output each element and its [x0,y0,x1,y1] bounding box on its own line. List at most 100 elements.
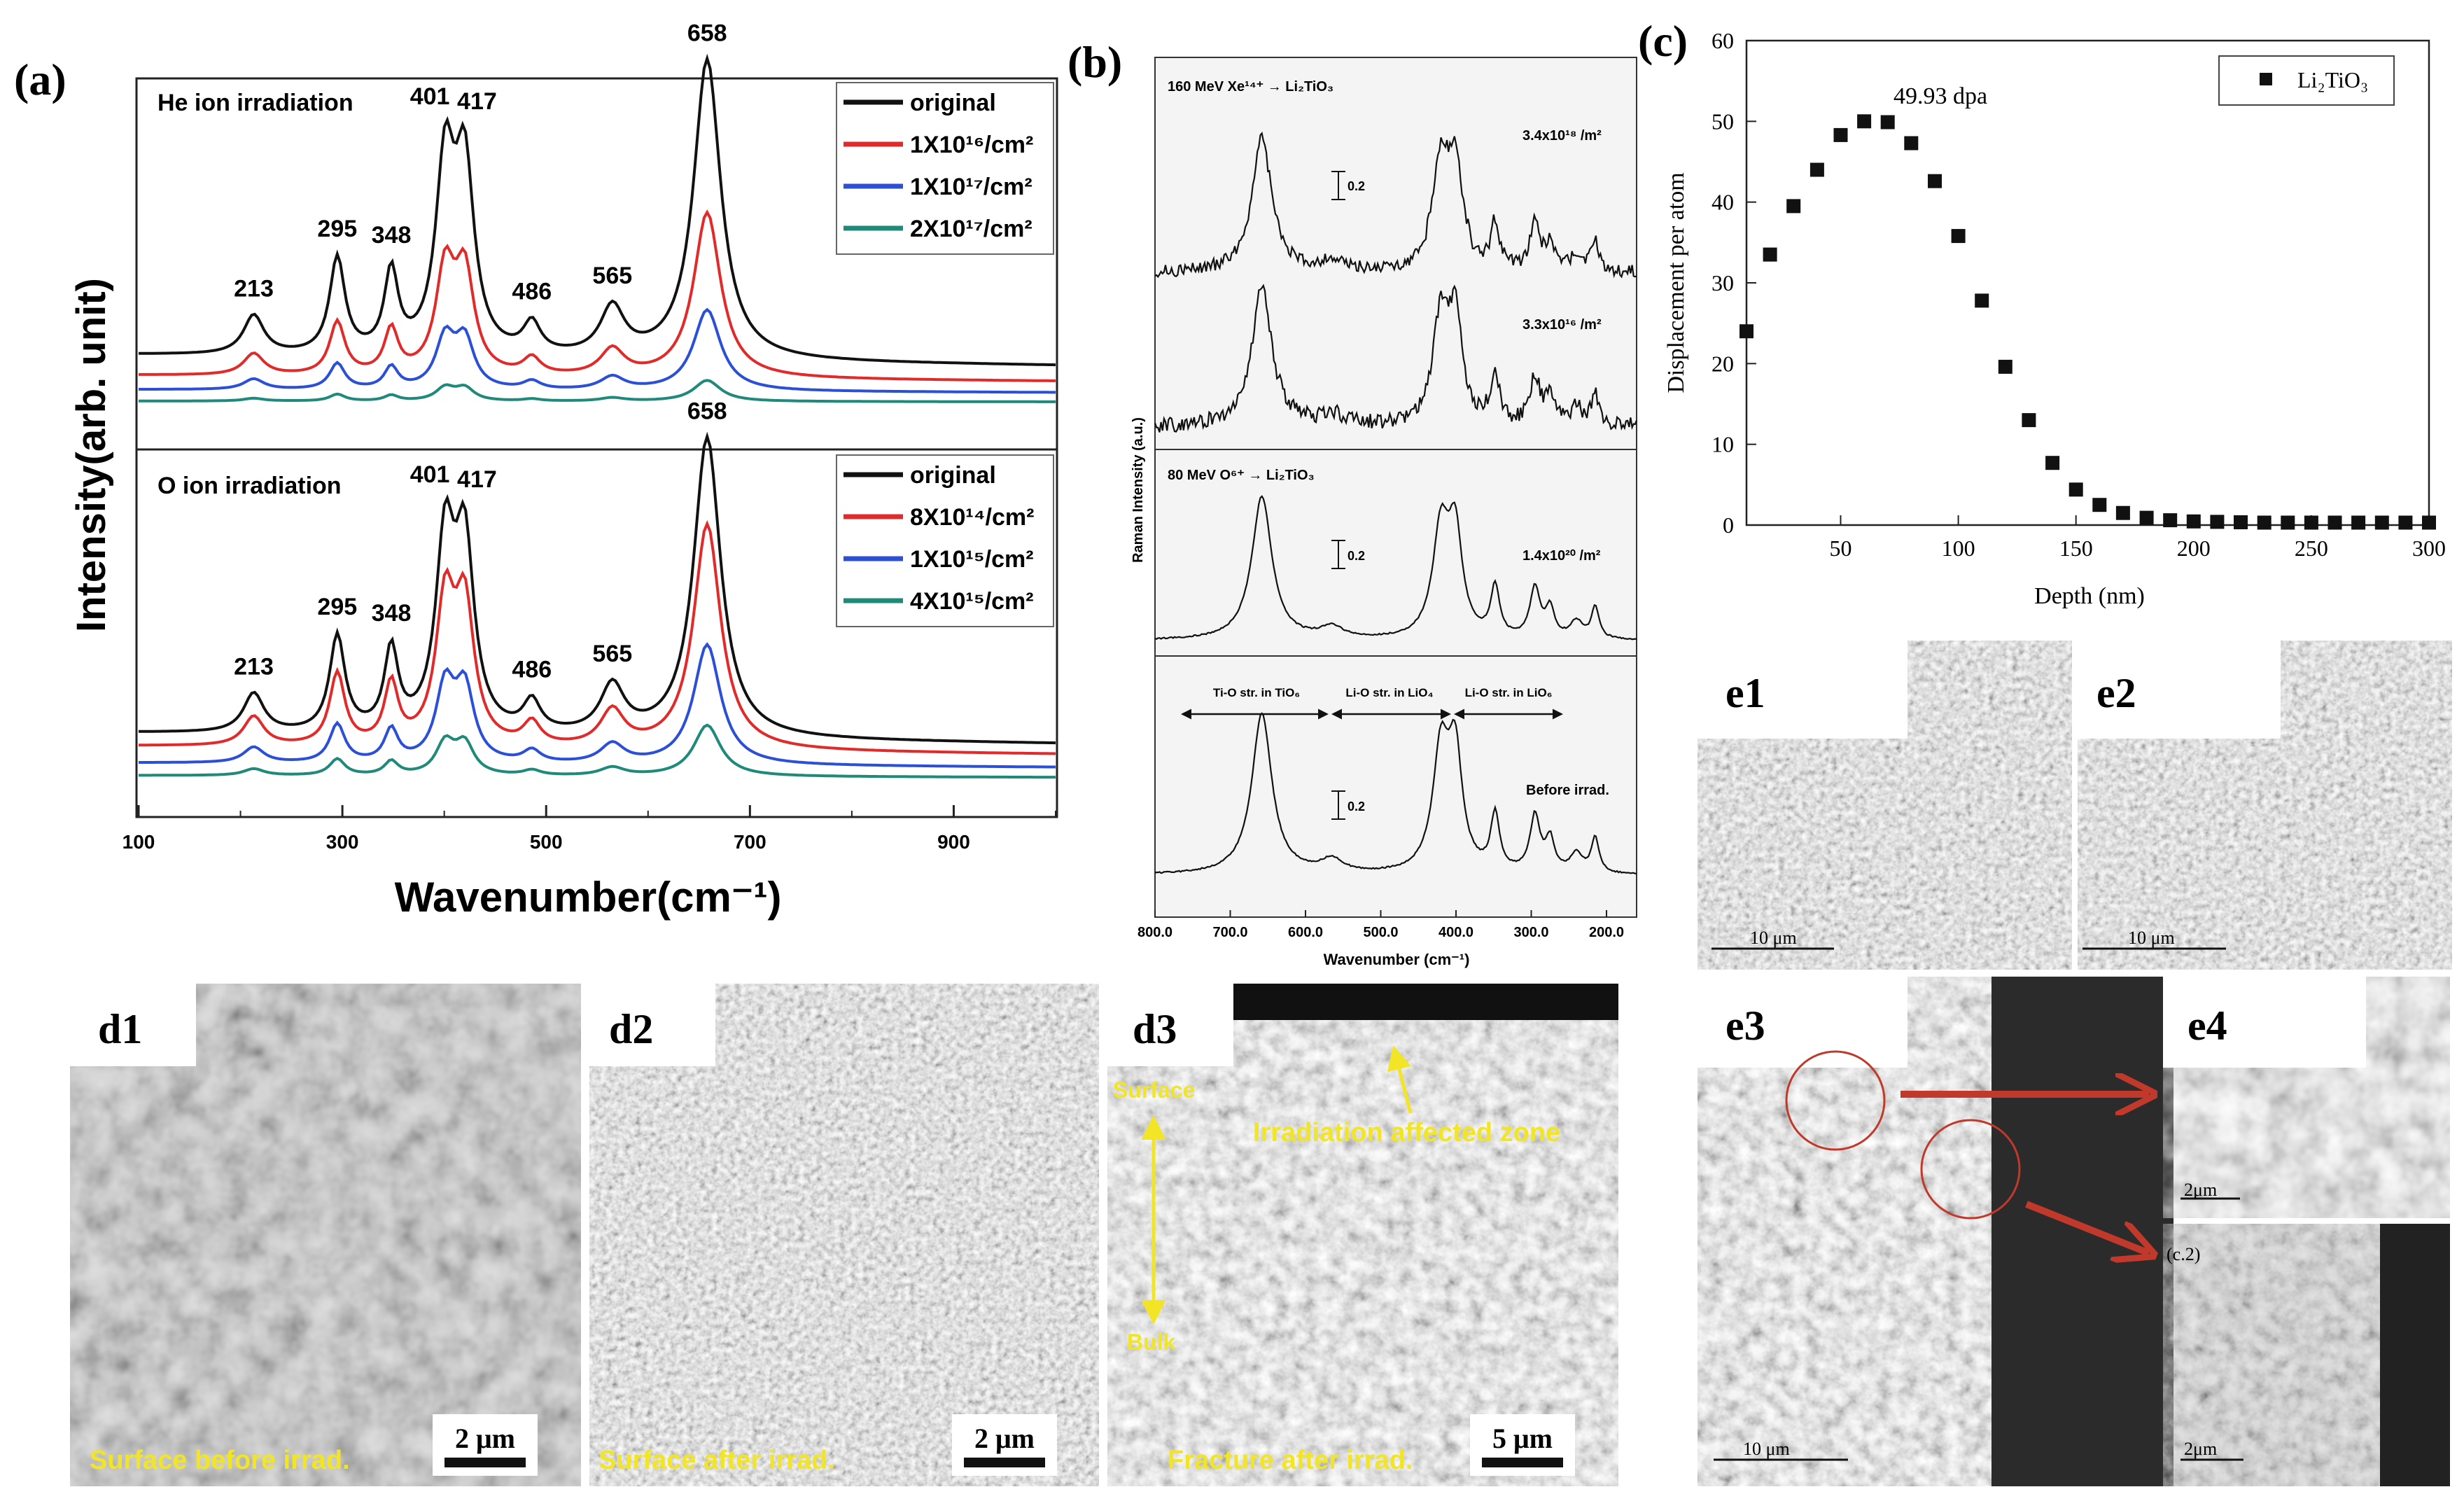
dpa-point [2422,515,2436,530]
dpa-point [2115,505,2130,520]
e4-inset-label: (c.2) [2166,1244,2200,1264]
b-spectrum-line-3 [1154,712,1637,874]
panel-c-legend-text: Li₂TiO₃ [2297,67,2368,92]
e3-highlight-circle [1785,1050,1886,1151]
e2-scale: 10 μm [2128,928,2175,948]
spectrum-line-2 [139,642,1056,769]
peak-label: 486 [512,279,552,305]
legend-bottom-3: 4X10¹⁵/cm² [910,588,1034,615]
dpa-point [2068,482,2083,497]
sem-image-e3: e3 10 μm [1698,977,2174,1486]
panel-b-y-axis-label: Raman Intensity (a.u.) [1130,417,1146,563]
d2-label: d2 [609,1006,653,1052]
c-x-tick-label: 150 [2059,536,2093,561]
panel-c-ticks: 50 100 150 200 250 300 0 10 20 30 40 50 60 [1712,28,2446,561]
dpa-point [1786,199,1801,214]
panel-c-points [1740,114,2436,530]
dpa-point [2163,513,2178,528]
panel-c-label: (c) [1638,16,1688,66]
panel-a-top-curves [138,53,1056,403]
sem-image-e2: e2 10 μm [2078,641,2452,970]
panel-b-sub3-frame [1154,655,1637,918]
panel-b-sub2-title: 80 MeV O⁶⁺ → Li₂TiO₃ [1168,468,1315,483]
legend-top-3: 2X10¹⁷/cm² [910,216,1032,242]
panel-b-band-1: Ti-O str. in TiO₆ [1213,686,1300,699]
c-x-tick-label: 200 [2177,536,2211,561]
panel-c-y-axis-label: Displacement per atom [1663,172,1689,393]
spectrum-line-1 [139,519,1056,755]
legend-top-2: 1X10¹⁷/cm² [910,174,1032,200]
x-tick-label: 100 [122,831,155,853]
panel-b-band-3: Li-O str. in LiO₆ [1465,686,1553,699]
dpa-point [2351,515,2366,530]
x-tick-label: 900 [937,831,970,853]
dpa-point [2234,515,2248,529]
panel-a-x-axis-label: Wavenumber(cm⁻¹) [395,874,782,921]
panel-b-band-2: Li-O str. in LiO₄ [1345,686,1433,699]
spectrum-line-0 [138,53,1056,367]
peak-label: 213 [234,276,274,302]
panel-a-top-peak-labels: 213 295 348 401 417 486 565 658 [234,20,727,305]
panel-a-bottom-legend: original 8X10¹⁴/cm² 1X10¹⁵/cm² 4X10¹⁵/cm… [836,454,1054,627]
peak-label: 417 [457,88,497,115]
b-x-tick-label: 800.0 [1138,925,1172,940]
sem-image-e1: e1 10 μm [1698,641,2072,970]
panel-b-sub1-dose-bottom: 3.3x10¹⁶ /m² [1522,317,1602,333]
dpa-point [1904,136,1919,151]
peak-label: 401 [410,461,450,488]
spectrum-line-0 [138,431,1056,745]
b-x-tick-label: 400.0 [1438,925,1474,940]
c-y-tick-label: 30 [1712,270,1734,295]
peak-label: 401 [410,83,450,110]
b-spectrum-line-1 [1154,284,1638,433]
e3-label: e3 [1726,1003,1765,1049]
b-x-tick-label: 500.0 [1363,925,1398,940]
dpa-point [2186,514,2201,529]
c-y-tick-label: 10 [1712,432,1734,457]
dpa-point [2281,515,2295,530]
panel-a-x-ticks: 100 300 500 700 900 [122,805,1056,853]
panel-b-scale-1: 0.2 [1348,179,1365,193]
d1-label: d1 [98,1006,142,1052]
panel-b-raman-spectra: (b) Raman Intensity (a.u.) Wavenumber (c… [1068,37,1638,968]
dpa-point [2374,515,2389,530]
d3-caption: Fracture after irrad. [1168,1446,1413,1475]
panel-a-top-title: He ion irradiation [158,90,354,116]
peak-label: 348 [372,222,412,249]
d2-scale: 2 μm [974,1423,1035,1454]
dpa-point [2257,515,2272,530]
dpa-point [1880,115,1895,130]
e3-arrow-bottom [2025,1201,2149,1253]
panel-a-label: (a) [14,55,66,104]
peak-label: 417 [457,466,497,493]
sem-image-e4: e4 2μm (c.2) 2μm [2163,977,2450,1486]
legend-bottom-0: original [910,462,996,489]
peak-label: 658 [687,398,727,425]
spectrum-line-3 [139,723,1056,779]
panel-b-x-axis-label: Wavenumber (cm⁻¹) [1324,951,1470,968]
e1-label: e1 [1726,670,1765,716]
dpa-point [1833,127,1848,142]
c-y-tick-label: 50 [1712,109,1734,134]
dpa-point [2139,510,2154,525]
panel-c-annotation: 49.93 dpa [1893,83,1987,109]
panel-b-sub2-dose: 1.4x10²⁰ /m² [1522,548,1601,564]
panel-a-bottom-curves [138,431,1056,779]
dpa-point [1763,247,1777,262]
b-x-tick-label: 300.0 [1513,925,1548,940]
x-tick-label: 300 [326,831,359,853]
c-y-tick-label: 0 [1723,512,1734,538]
dpa-point [2022,413,2036,428]
panel-b-sub3-label: Before irrad. [1526,783,1609,798]
d2-caption: Surface after irrad. [598,1446,835,1475]
peak-label: 565 [592,641,632,667]
panel-b-label: (b) [1068,37,1122,87]
c-x-tick-label: 300 [2412,536,2446,561]
panel-a-y-axis-label: Intensity(arb. unit) [69,278,114,632]
e4-scale-top: 2μm [2184,1180,2217,1200]
peak-label: 295 [317,594,357,620]
sem-image-d1: d1 Surface before irrad. 2 μm [70,984,581,1486]
dpa-point [1951,229,1966,244]
spectrum-line-2 [139,307,1056,394]
dpa-point [1809,162,1824,177]
